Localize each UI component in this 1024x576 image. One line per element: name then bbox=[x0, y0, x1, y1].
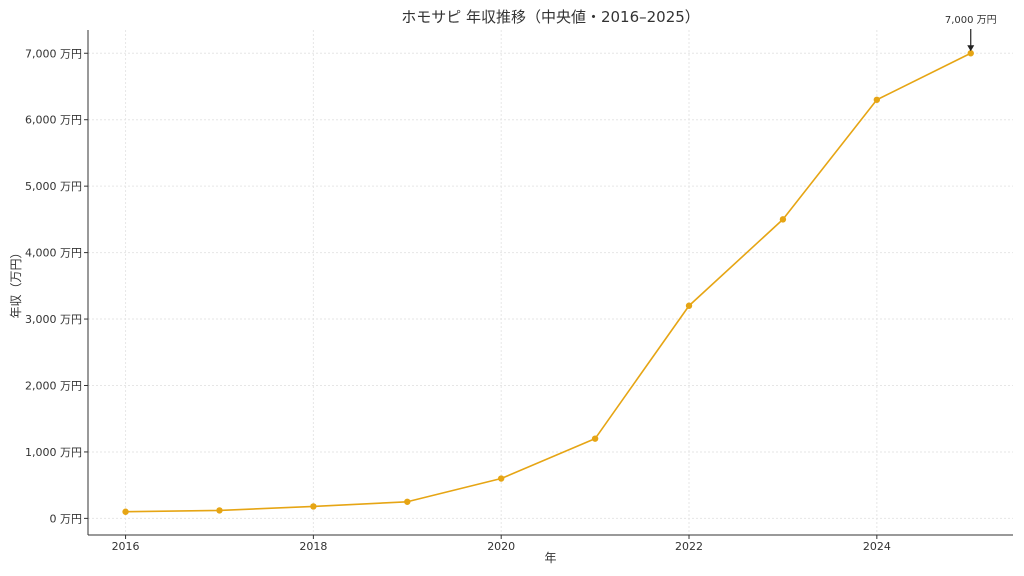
annotation-arrow-head bbox=[967, 45, 975, 52]
y-axis-label: 年収（万円） bbox=[9, 246, 23, 318]
annotation-label: 7,000 万円 bbox=[945, 15, 997, 26]
data-point bbox=[497, 475, 505, 482]
y-tick-label: 7,000 万円 bbox=[25, 47, 82, 60]
y-tick-label: 0 万円 bbox=[50, 512, 83, 525]
y-tick-label: 2,000 万円 bbox=[25, 379, 82, 392]
x-tick-label: 2018 bbox=[299, 540, 327, 553]
series bbox=[122, 50, 974, 515]
data-point bbox=[967, 50, 974, 57]
data-point bbox=[873, 96, 881, 103]
y-tick-label: 6,000 万円 bbox=[25, 114, 82, 127]
data-point bbox=[404, 498, 411, 505]
x-tick-label: 2020 bbox=[487, 540, 515, 553]
x-ticks: 2016 2018 2020 2022 2024 bbox=[112, 535, 891, 553]
y-tick-label: 5,000 万円 bbox=[25, 180, 82, 193]
y-tick-label: 3,000 万円 bbox=[25, 313, 82, 326]
y-ticks: 0 万円 1,000 万円 2,000 万円 3,000 万円 4,000 万円 5,00… bbox=[25, 47, 88, 525]
series-line bbox=[125, 52, 972, 513]
data-point bbox=[779, 216, 787, 223]
x-axis-label: 年 bbox=[544, 551, 556, 565]
y-tick-label: 1,000 万円 bbox=[25, 446, 82, 459]
grid bbox=[88, 30, 1013, 535]
x-tick-label: 2016 bbox=[112, 540, 140, 553]
x-tick-label: 2024 bbox=[863, 540, 891, 553]
data-point bbox=[591, 435, 599, 442]
x-tick-label: 2022 bbox=[675, 540, 703, 553]
data-point bbox=[216, 507, 223, 514]
axes bbox=[87, 30, 1013, 536]
data-point bbox=[685, 302, 693, 309]
annotation: 7,000 万円 bbox=[945, 15, 997, 52]
chart-title: ホモサピ 年収推移（中央値・2016–2025） bbox=[401, 8, 700, 26]
data-point bbox=[122, 508, 129, 515]
data-point bbox=[310, 503, 317, 510]
y-tick-label: 4,000 万円 bbox=[25, 247, 82, 260]
